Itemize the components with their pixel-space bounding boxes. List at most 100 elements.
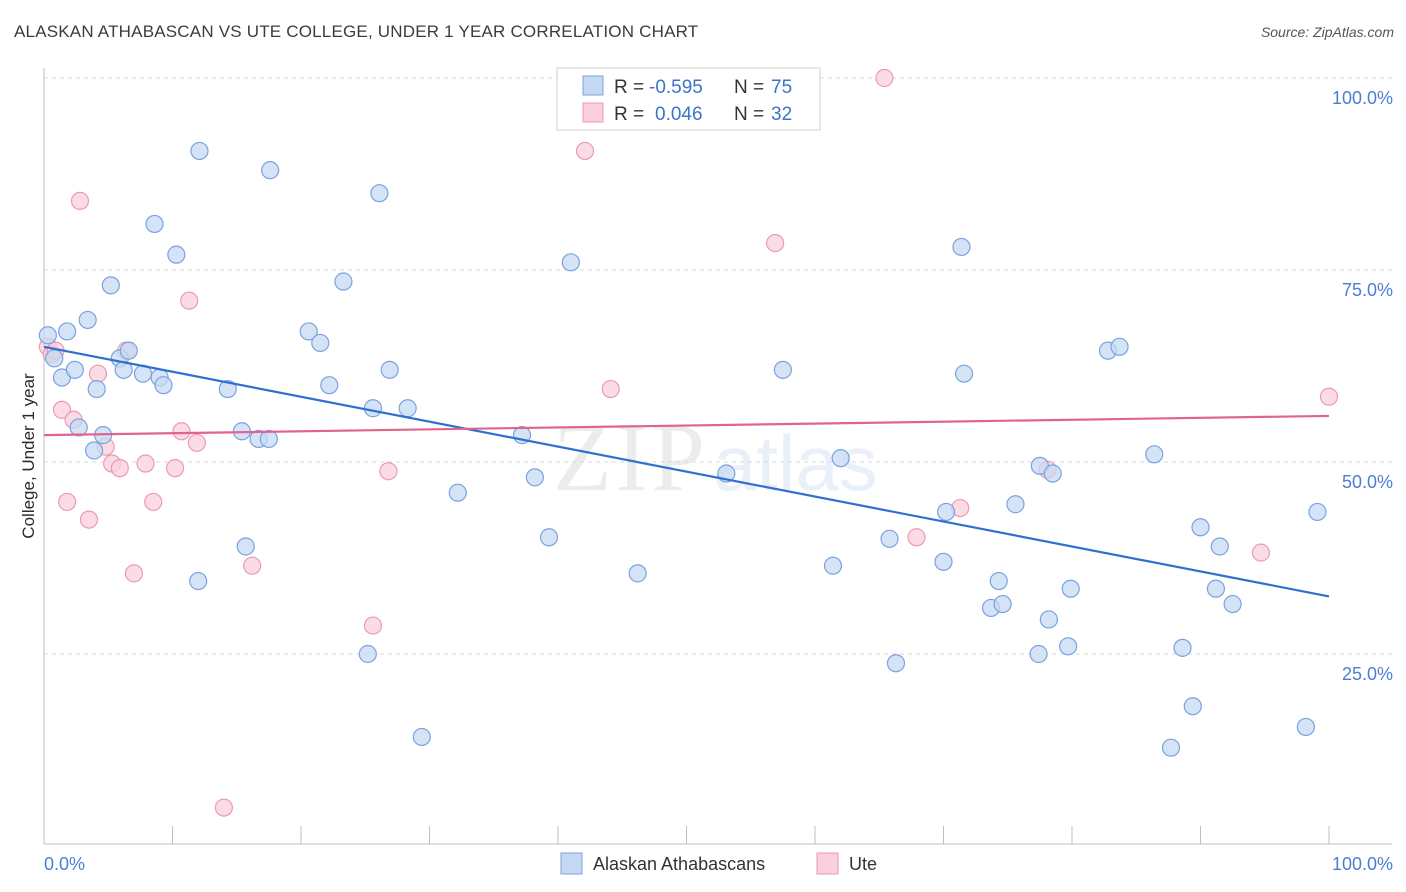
alaskan-athabascan-point: [993, 594, 1012, 614]
x-tick-label-min: 0.0%: [44, 854, 85, 874]
alaskan-athabascan-point: [58, 322, 77, 341]
y-tick-label-50: 50.0%: [1342, 472, 1393, 492]
series-legend-label-ute: Ute: [849, 854, 877, 874]
alaskan-athabascan-point: [954, 364, 974, 383]
stats-legend-n-value-pink: 32: [771, 104, 792, 125]
alaskan-athabascan-point: [823, 556, 843, 575]
alaskan-athabascan-point: [1043, 464, 1062, 483]
alaskan-athabascan-point: [1210, 537, 1229, 556]
alaskan-athabascan-point: [358, 644, 377, 664]
series-legend-swatch-alaskan: [560, 852, 583, 875]
alaskan-athabascan-point: [1308, 502, 1327, 522]
alaskan-athabascan-point: [1110, 337, 1129, 356]
alaskan-athabascan-point: [101, 276, 120, 295]
x-ticks: [43, 826, 1330, 844]
alaskan-athabascan-point: [119, 341, 138, 360]
ute-point: [70, 191, 90, 210]
ute-point: [766, 234, 785, 253]
y-tick-label-75: 75.0%: [1342, 280, 1393, 300]
alaskan-athabascan-point: [773, 360, 792, 379]
stats-legend-n-label-pink: N =: [734, 104, 764, 125]
alaskan-athabascan-point: [831, 449, 850, 468]
chart-source: Source: ZipAtlas.com: [1260, 24, 1394, 40]
ute-point: [58, 492, 77, 512]
series-legend: Alaskan Athabascans Ute: [560, 852, 877, 875]
ute-point: [187, 433, 207, 452]
x-tick-label-max: 100.0%: [1332, 854, 1393, 874]
y-tick-label-25: 25.0%: [1342, 664, 1393, 684]
ute-point: [243, 556, 262, 575]
alaskan-athabascan-point: [1161, 738, 1181, 757]
alaskan-athabascan-point: [1173, 638, 1192, 657]
ute-point: [172, 422, 191, 441]
watermark-zip: ZIP: [553, 404, 709, 511]
alaskan-athabascan-trend-line: [43, 345, 1330, 598]
alaskan-athabascan-point: [69, 418, 88, 437]
alaskan-athabascan-point: [78, 310, 97, 330]
alaskan-athabascan-point: [1191, 518, 1210, 537]
alaskan-athabascan-point: [259, 429, 278, 449]
alaskan-athabascan-point: [412, 727, 431, 747]
alaskan-athabascan-point: [561, 253, 580, 272]
ute-trend-line: [43, 414, 1330, 437]
stats-legend-swatch-blue: [582, 75, 604, 96]
ute-point: [124, 564, 144, 583]
ute-point: [79, 510, 99, 529]
alaskan-athabascan-point: [154, 376, 173, 395]
series-legend-swatch-ute: [816, 852, 839, 875]
stats-legend: R = -0.595 N = 75 R = 0.046 N = 32: [556, 67, 821, 131]
alaskan-athabascan-point: [334, 272, 353, 291]
alaskan-athabascan-point: [189, 571, 208, 591]
stats-legend-swatch-pink: [582, 102, 604, 123]
stats-legend-n-label-blue: N =: [734, 77, 764, 98]
alaskan-athabascan-point: [398, 399, 417, 418]
ute-point: [1319, 387, 1339, 406]
ute-point: [1251, 543, 1270, 562]
ute-point: [875, 68, 894, 88]
alaskan-athabascan-point: [1006, 495, 1025, 514]
alaskan-athabascan-point: [628, 564, 647, 583]
alaskan-athabascan-point: [1061, 579, 1080, 598]
alaskan-athabascan-point: [1183, 697, 1202, 716]
ute-point: [136, 454, 155, 473]
stats-legend-r-value-pink: 0.046: [655, 104, 703, 125]
ute-point: [214, 798, 233, 817]
alaskan-athabascan-point: [45, 349, 64, 368]
alaskan-athabascan-point: [190, 141, 209, 161]
alaskan-athabascan-point: [87, 379, 106, 399]
alaskan-athabascan-point: [311, 333, 330, 353]
alaskan-athabascan-point: [934, 552, 953, 571]
ute-point: [52, 400, 72, 419]
alaskan-athabascan-point: [299, 322, 318, 341]
series-legend-label-alaskan: Alaskan Athabascans: [593, 854, 765, 874]
stats-legend-r-label-pink: R =: [614, 104, 644, 125]
stats-legend-n-value-blue: 75: [771, 77, 792, 98]
ute-point: [601, 379, 620, 399]
alaskan-athabascan-point: [448, 483, 467, 502]
ute-point: [907, 528, 926, 547]
alaskan-athabascan-point: [1059, 637, 1078, 656]
alaskan-athabascan-point: [261, 161, 280, 180]
alaskan-athabascan-point: [1029, 644, 1048, 664]
ute-point: [379, 462, 398, 481]
alaskan-athabascan-point: [1296, 717, 1315, 737]
alaskan-athabascan-point: [989, 571, 1008, 591]
alaskan-athabascan-point: [85, 441, 104, 460]
watermark: ZIP atlas: [553, 404, 878, 511]
ute-point: [363, 616, 383, 635]
alaskan-athabascan-point: [38, 326, 57, 345]
alaskan-athabascan-points: [38, 141, 1327, 757]
ute-point: [575, 141, 595, 161]
stats-legend-r-label-blue: R =: [614, 77, 644, 98]
alaskan-athabascan-point: [236, 537, 255, 556]
chart-title: ALASKAN ATHABASCAN VS UTE COLLEGE, UNDER…: [14, 22, 699, 41]
alaskan-athabascan-point: [65, 360, 84, 379]
alaskan-athabascan-point: [145, 214, 164, 234]
stats-legend-r-value-blue: -0.595: [649, 77, 703, 98]
y-tick-label-100: 100.0%: [1332, 88, 1393, 108]
alaskan-athabascan-point: [1039, 610, 1058, 629]
alaskan-athabascan-point: [525, 468, 544, 487]
alaskan-athabascan-point: [952, 237, 971, 257]
alaskan-athabascan-point: [1206, 579, 1226, 598]
